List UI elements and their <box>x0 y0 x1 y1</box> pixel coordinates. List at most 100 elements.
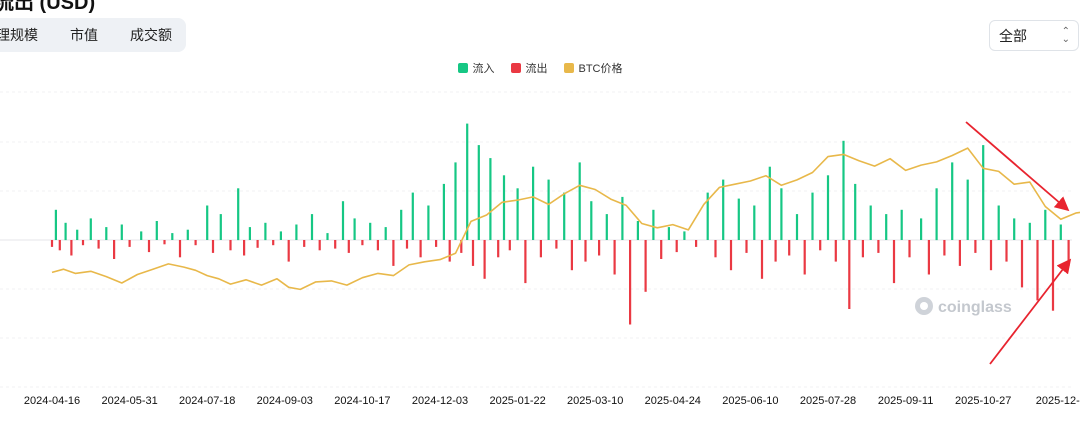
outflow-bar[interactable] <box>570 240 573 271</box>
inflow-bar[interactable] <box>248 227 251 240</box>
outflow-bar[interactable] <box>819 240 822 251</box>
inflow-bar[interactable] <box>427 205 430 241</box>
tab-management-scale[interactable]: 理规模 <box>0 27 38 43</box>
inflow-bar[interactable] <box>621 196 624 240</box>
inflow-bar[interactable] <box>578 162 581 240</box>
inflow-bar[interactable] <box>652 209 655 240</box>
outflow-bar[interactable] <box>848 240 851 309</box>
inflow-bar[interactable] <box>206 205 209 241</box>
outflow-bar[interactable] <box>774 240 777 262</box>
inflow-bar[interactable] <box>105 227 108 240</box>
outflow-bar[interactable] <box>405 240 409 249</box>
inflow-bar[interactable] <box>369 222 372 241</box>
inflow-bar[interactable] <box>900 209 903 240</box>
outflow-bar[interactable] <box>555 240 558 249</box>
outflow-bar[interactable] <box>334 240 337 249</box>
outflow-bar[interactable] <box>347 240 350 253</box>
outflow-bar[interactable] <box>1051 240 1055 311</box>
inflow-bar[interactable] <box>411 192 414 240</box>
outflow-bar[interactable] <box>256 240 259 248</box>
legend-outflow[interactable]: 流出 <box>510 60 548 76</box>
inflow-bar[interactable] <box>155 221 158 240</box>
inflow-bar[interactable] <box>920 218 923 240</box>
outflow-bar[interactable] <box>943 240 946 256</box>
outflow-bar[interactable] <box>113 240 116 259</box>
outflow-bar[interactable] <box>877 240 880 253</box>
range-select[interactable]: 全部 ⌃ ⌄ <box>989 20 1079 51</box>
inflow-bar[interactable] <box>384 227 387 240</box>
outflow-bar[interactable] <box>714 240 717 258</box>
outflow-bar[interactable] <box>927 240 930 275</box>
inflow-bar[interactable] <box>683 231 686 240</box>
inflow-bar[interactable] <box>237 188 240 241</box>
outflow-bar[interactable] <box>287 240 290 262</box>
inflow-bar[interactable] <box>442 183 445 240</box>
outflow-bar[interactable] <box>675 240 678 253</box>
outflow-bar[interactable] <box>419 240 422 258</box>
outflow-bar[interactable] <box>644 240 647 292</box>
outflow-bar[interactable] <box>163 240 166 245</box>
outflow-bar[interactable] <box>243 240 246 256</box>
tab-market-cap[interactable]: 市值 <box>70 27 98 43</box>
inflow-bar[interactable] <box>353 218 356 240</box>
outflow-bar[interactable] <box>598 240 601 256</box>
outflow-bar[interactable] <box>460 240 463 253</box>
inflow-bar[interactable] <box>326 233 329 240</box>
inflow-bar[interactable] <box>547 179 550 240</box>
inflow-bar[interactable] <box>502 175 506 240</box>
inflow-bar[interactable] <box>667 227 670 240</box>
outflow-bar[interactable] <box>584 240 587 262</box>
inflow-bar[interactable] <box>466 123 469 240</box>
legend-inflow[interactable]: 流入 <box>457 60 495 76</box>
inflow-bar[interactable] <box>982 145 985 240</box>
legend-btc-price[interactable]: BTC价格 <box>563 60 623 76</box>
outflow-bar[interactable] <box>695 240 698 247</box>
outflow-bar[interactable] <box>58 240 61 251</box>
outflow-bar[interactable] <box>788 240 791 256</box>
inflow-bar[interactable] <box>489 158 492 240</box>
outflow-bar[interactable] <box>1036 240 1039 301</box>
inflow-bar[interactable] <box>310 214 314 240</box>
inflow-bar[interactable] <box>885 214 888 240</box>
inflow-bar[interactable] <box>795 214 799 240</box>
outflow-bar[interactable] <box>448 240 451 262</box>
outflow-bar[interactable] <box>361 240 364 246</box>
inflow-bar[interactable] <box>264 222 267 241</box>
inflow-bar[interactable] <box>140 231 143 240</box>
inflow-bar[interactable] <box>935 188 938 241</box>
outflow-bar[interactable] <box>629 240 632 325</box>
inflow-bar[interactable] <box>516 188 519 241</box>
inflow-bar[interactable] <box>219 214 222 240</box>
inflow-bar[interactable] <box>171 233 174 240</box>
outflow-bar[interactable] <box>524 240 527 284</box>
outflow-bar[interactable] <box>1020 240 1024 288</box>
inflow-bar[interactable] <box>563 192 566 240</box>
outflow-bar[interactable] <box>613 240 616 275</box>
inflow-bar[interactable] <box>76 229 79 240</box>
outflow-bar[interactable] <box>660 240 663 259</box>
inflow-bar[interactable] <box>722 179 725 240</box>
outflow-bar[interactable] <box>435 240 438 247</box>
outflow-bar[interactable] <box>803 240 806 275</box>
outflow-bar[interactable] <box>376 240 379 251</box>
inflow-bar[interactable] <box>54 209 57 240</box>
inflow-bar[interactable] <box>120 224 123 241</box>
outflow-bar[interactable] <box>989 240 993 271</box>
inflow-bar[interactable] <box>1059 224 1062 241</box>
outflow-bar[interactable] <box>497 240 500 258</box>
outflow-bar[interactable] <box>1005 240 1008 262</box>
outflow-bar[interactable] <box>834 240 837 262</box>
outflow-bar[interactable] <box>147 240 151 253</box>
outflow-bar[interactable] <box>211 240 215 253</box>
inflow-bar[interactable] <box>826 175 830 240</box>
outflow-bar[interactable] <box>194 240 197 246</box>
inflow-bar[interactable] <box>454 162 457 240</box>
inflow-bar[interactable] <box>854 183 857 240</box>
inflow-bar[interactable] <box>636 221 639 240</box>
inflow-bar[interactable] <box>590 201 593 240</box>
outflow-bar[interactable] <box>50 240 54 247</box>
inflow-bar[interactable] <box>951 162 954 240</box>
outflow-bar[interactable] <box>471 240 475 266</box>
inflow-bar[interactable] <box>186 229 189 240</box>
outflow-bar[interactable] <box>483 240 486 279</box>
